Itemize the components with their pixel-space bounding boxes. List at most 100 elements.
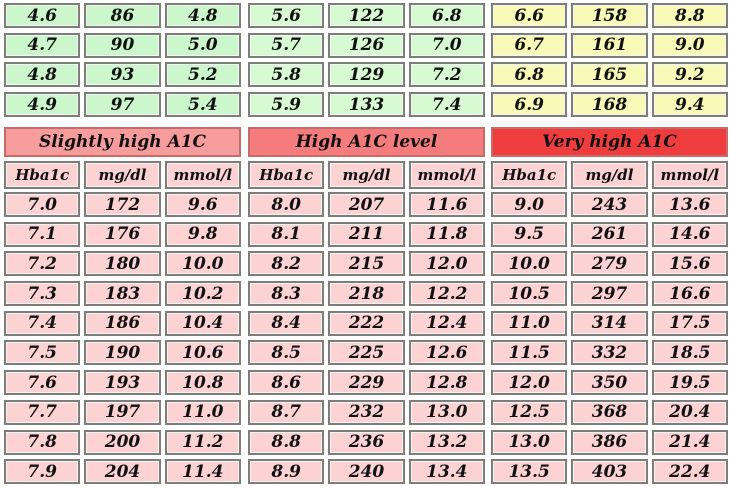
table-cell: 12.2: [408, 281, 485, 307]
table-cell: 7.1: [4, 221, 81, 247]
top-panel: 4.6 86 4.8 4.7 90 5.0 4.8 93 5.2 4.9 97 5.4: [4, 3, 241, 122]
column-header: mmol/l: [408, 161, 485, 189]
table-cell: 5.2: [164, 62, 241, 88]
table-row: 9.0 243 13.6: [491, 192, 728, 217]
panel-title: High A1C level: [248, 127, 485, 157]
table-cell: 11.0: [164, 399, 241, 425]
table-row: 7.8 200 11.2: [4, 429, 241, 455]
table-cell: 8.7: [248, 399, 325, 425]
table-cell: 197: [84, 399, 161, 425]
table-cell: 22.4: [651, 459, 728, 485]
table-cell: 9.0: [491, 192, 568, 217]
table-row: 8.3 218 12.2: [248, 281, 485, 307]
table-row: 10.0 279 15.6: [491, 251, 728, 277]
table-cell: 122: [328, 3, 405, 28]
table-cell: 7.5: [4, 340, 81, 366]
table-cell: 190: [84, 340, 161, 366]
table-cell: 9.6: [164, 192, 241, 217]
table-cell: 4.6: [4, 3, 81, 28]
table-cell: 17.5: [651, 310, 728, 336]
table-row: 5.7 126 7.0: [248, 32, 485, 58]
table-cell: 15.6: [651, 251, 728, 277]
table-cell: 133: [328, 92, 405, 118]
table-cell: 13.4: [408, 459, 485, 485]
table-cell: 225: [328, 340, 405, 366]
table-cell: 10.0: [491, 251, 568, 277]
table-row: 7.0 172 9.6: [4, 192, 241, 217]
table-cell: 126: [328, 32, 405, 58]
table-cell: 5.0: [164, 32, 241, 58]
table-cell: 8.9: [248, 459, 325, 485]
column-header: Hba1c: [491, 161, 568, 189]
panel-title: Slightly high A1C: [4, 127, 241, 157]
table-row: 7.5 190 10.6: [4, 340, 241, 366]
table-cell: 8.0: [248, 192, 325, 217]
table-cell: 176: [84, 221, 161, 247]
table-cell: 6.7: [491, 32, 568, 58]
table-cell: 9.0: [651, 32, 728, 58]
bottom-panel: Slightly high A1C Hba1c mg/dl mmol/l 7.0 172 9…: [4, 127, 241, 489]
table-cell: 207: [328, 192, 405, 217]
table-cell: 4.8: [4, 62, 81, 88]
table-cell: 11.8: [408, 221, 485, 247]
table-cell: 12.4: [408, 310, 485, 336]
table-cell: 20.4: [651, 399, 728, 425]
table-cell: 11.0: [491, 310, 568, 336]
column-header: mg/dl: [84, 161, 161, 189]
table-cell: 14.6: [651, 221, 728, 247]
top-panel: 5.6 122 6.8 5.7 126 7.0 5.8 129 7.2 5.9 133 7.4: [248, 3, 485, 122]
table-cell: 9.5: [491, 221, 568, 247]
table-row: 8.8 236 13.2: [248, 429, 485, 455]
column-header: mg/dl: [328, 161, 405, 189]
table-cell: 165: [571, 62, 648, 88]
table-cell: 279: [571, 251, 648, 277]
table-row: 9.5 261 14.6: [491, 221, 728, 247]
panel-title: Very high A1C: [491, 127, 728, 157]
table-row: 8.9 240 13.4: [248, 459, 485, 485]
table-cell: 7.9: [4, 459, 81, 485]
table-cell: 5.4: [164, 92, 241, 118]
table-cell: 12.8: [408, 370, 485, 396]
table-row: 12.5 368 20.4: [491, 399, 728, 425]
table-cell: 10.0: [164, 251, 241, 277]
table-cell: 10.5: [491, 281, 568, 307]
table-cell: 4.7: [4, 32, 81, 58]
table-cell: 7.6: [4, 370, 81, 396]
table-cell: 12.0: [491, 370, 568, 396]
table-cell: 9.8: [164, 221, 241, 247]
table-cell: 8.5: [248, 340, 325, 366]
table-cell: 6.9: [491, 92, 568, 118]
table-row: 8.2 215 12.0: [248, 251, 485, 277]
table-row: 5.9 133 7.4: [248, 92, 485, 118]
table-row: 5.6 122 6.8: [248, 3, 485, 28]
table-cell: 186: [84, 310, 161, 336]
column-header-row: Hba1c mg/dl mmol/l: [4, 161, 241, 189]
table-cell: 11.6: [408, 192, 485, 217]
table-row: 7.1 176 9.8: [4, 221, 241, 247]
table-cell: 200: [84, 429, 161, 455]
table-cell: 12.6: [408, 340, 485, 366]
table-cell: 7.3: [4, 281, 81, 307]
table-cell: 13.6: [651, 192, 728, 217]
table-cell: 12.0: [408, 251, 485, 277]
table-cell: 16.6: [651, 281, 728, 307]
table-row: 8.5 225 12.6: [248, 340, 485, 366]
table-row: 5.8 129 7.2: [248, 62, 485, 88]
table-cell: 236: [328, 429, 405, 455]
table-cell: 4.8: [164, 3, 241, 28]
table-cell: 5.7: [248, 32, 325, 58]
table-cell: 7.0: [408, 32, 485, 58]
table-row: 8.6 229 12.8: [248, 370, 485, 396]
table-cell: 11.2: [164, 429, 241, 455]
table-cell: 10.2: [164, 281, 241, 307]
table-cell: 7.7: [4, 399, 81, 425]
table-cell: 232: [328, 399, 405, 425]
table-cell: 403: [571, 459, 648, 485]
table-cell: 211: [328, 221, 405, 247]
table-cell: 11.5: [491, 340, 568, 366]
table-cell: 7.4: [408, 92, 485, 118]
bottom-panel: Very high A1C Hba1c mg/dl mmol/l 9.0 243 13.6 9…: [491, 127, 728, 489]
table-row: 7.4 186 10.4: [4, 310, 241, 336]
table-cell: 4.9: [4, 92, 81, 118]
table-cell: 6.6: [491, 3, 568, 28]
